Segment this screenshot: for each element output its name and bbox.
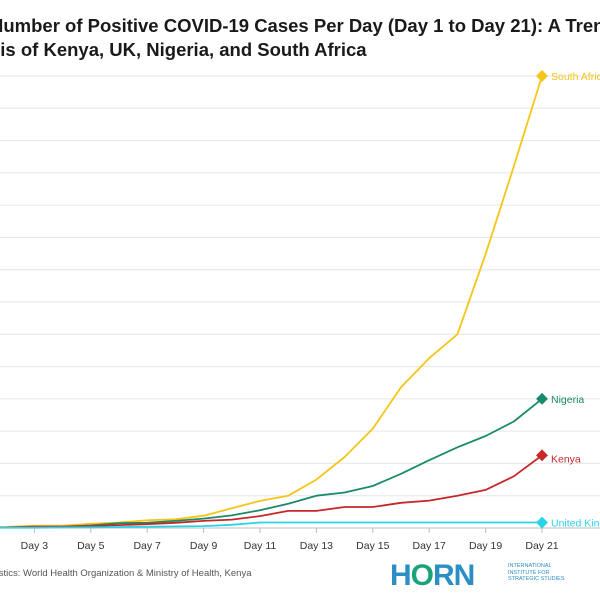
series-line-south-afric — [0, 75, 543, 528]
x-axis-ticks: Day 3 Day 5 Day 7 Day 9 Day 11 Day 13 Day 15 Da… — [21, 528, 559, 552]
x-tick-label: Day 21 — [525, 540, 558, 552]
series-end-marker — [536, 392, 548, 405]
series-line-kenya — [0, 454, 543, 529]
x-tick-label: Day 3 — [21, 540, 49, 552]
series-end-marker — [536, 70, 548, 82]
series-label: Nigeria — [551, 394, 584, 406]
x-tick-label: Day 15 — [356, 540, 389, 552]
logo-subtitle: INTERNATIONAL INSTITUTE FOR STRATEGIC ST… — [508, 563, 565, 582]
x-tick-label: Day 13 — [300, 540, 333, 552]
x-tick-label: Day 19 — [469, 540, 502, 552]
series-end-markers — [536, 70, 548, 529]
x-tick-label: Day 7 — [133, 540, 161, 552]
source-note: tistics: World Health Organization & Min… — [0, 568, 252, 579]
series-labels: South Afric Nigeria Kenya United King — [551, 71, 600, 530]
chart-title-line-1: Number of Positive COVID-19 Cases Per Da… — [0, 15, 600, 36]
series-label: United King — [551, 518, 600, 530]
gridlines — [0, 75, 600, 529]
series-label: South Afric — [551, 71, 600, 83]
x-tick-label: Day 17 — [413, 540, 446, 552]
x-tick-label: Day 11 — [244, 540, 277, 552]
x-tick-label: Day 5 — [77, 540, 105, 552]
logo-wordmark: HORN — [390, 559, 475, 592]
series-line-united-king — [0, 521, 542, 529]
chart-title-line-2: sis of Kenya, UK, Nigeria, and South Afr… — [0, 39, 367, 60]
series-end-marker — [536, 516, 548, 529]
chart-title: Number of Positive COVID-19 Cases Per Da… — [0, 14, 600, 62]
series-label: Kenya — [551, 453, 581, 465]
series-end-marker — [536, 449, 548, 462]
horn-logo: HORN INTERNATIONAL INSTITUTE FOR STRATEG… — [390, 560, 600, 592]
series-lines — [0, 75, 543, 529]
x-tick-label: Day 9 — [190, 540, 218, 552]
